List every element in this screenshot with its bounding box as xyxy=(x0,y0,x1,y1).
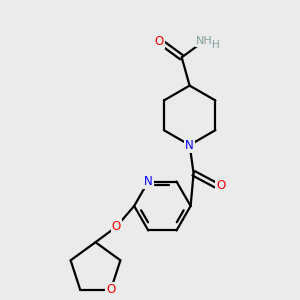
Text: O: O xyxy=(112,220,121,233)
Text: NH: NH xyxy=(196,36,212,46)
Text: O: O xyxy=(155,34,164,47)
Text: H: H xyxy=(212,40,220,50)
Text: O: O xyxy=(216,179,226,192)
Text: N: N xyxy=(185,139,194,152)
Text: O: O xyxy=(106,283,116,296)
Text: N: N xyxy=(144,175,153,188)
